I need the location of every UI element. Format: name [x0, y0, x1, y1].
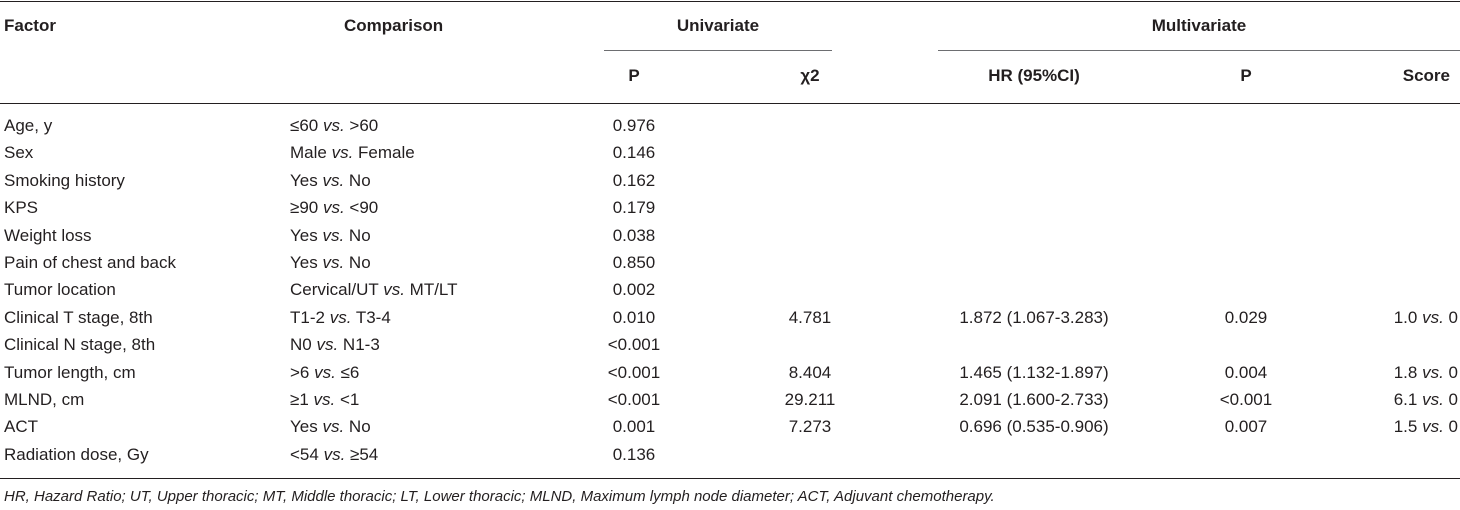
factor-cell: Radiation dose, Gy	[4, 444, 149, 464]
univariate-p-cell: 0.010	[612, 307, 656, 327]
comparison-cell: >6 vs. ≤6	[290, 362, 360, 382]
univariate-p-cell: <0.001	[607, 335, 661, 355]
table-footnote: HR, Hazard Ratio; UT, Upper thoracic; MT…	[4, 488, 995, 505]
header-score: Score	[1402, 66, 1450, 85]
univariate-p-cell: 0.136	[612, 444, 656, 464]
factor-cell: Smoking history	[4, 170, 125, 190]
comparison-cell: T1-2 vs. T3-4	[290, 307, 391, 327]
header-chi2: χ2	[800, 66, 820, 85]
header-bottom-rule	[0, 103, 1460, 104]
header-factor: Factor	[4, 16, 56, 35]
table-bottom-rule	[0, 478, 1460, 479]
hr-cell: 1.872 (1.067-3.283)	[959, 307, 1109, 327]
multivariate-p-cell: 0.007	[1224, 417, 1268, 437]
factor-cell: MLND, cm	[4, 390, 85, 409]
factor-cell: Weight loss	[4, 225, 92, 245]
univariate-p-cell: 0.038	[612, 225, 656, 245]
comparison-cell: ≥90 vs. <90	[290, 198, 379, 218]
header-univariate: Univariate	[676, 16, 760, 35]
factor-cell: Clinical N stage, 8th	[4, 335, 156, 355]
factor-cell: Age, y	[4, 116, 53, 135]
univariate-p-cell: 0.001	[612, 417, 656, 437]
univariate-p-cell: 0.002	[612, 280, 656, 300]
comparison-cell: ≤60 vs. >60	[290, 116, 379, 135]
hr-cell: 1.465 (1.132-1.897)	[959, 362, 1109, 382]
factor-cell: Clinical T stage, 8th	[4, 307, 153, 327]
univariate-underline	[604, 50, 832, 51]
factor-cell: Tumor location	[4, 280, 116, 300]
hr-cell: 0.696 (0.535-0.906)	[959, 417, 1109, 437]
header-multivariate: Multivariate	[1151, 16, 1247, 35]
univariate-p-cell: 0.850	[612, 253, 656, 272]
comparison-cell: Cervical/UT vs. MT/LT	[290, 280, 458, 300]
comparison-cell: Yes vs. No	[290, 417, 371, 437]
score-cell: 1.5 vs. 0	[1393, 417, 1458, 437]
hr-cell: 2.091 (1.600-2.733)	[959, 390, 1109, 409]
univariate-p-cell: <0.001	[607, 390, 661, 409]
multivariate-p-cell: <0.001	[1219, 390, 1273, 409]
factor-cell: ACT	[4, 417, 38, 437]
comparison-cell: N0 vs. N1-3	[290, 335, 380, 355]
score-cell: 1.0 vs. 0	[1393, 307, 1458, 327]
comparison-cell: ≥1 vs. <1	[290, 390, 360, 409]
header-hr: HR (95%CI)	[988, 66, 1080, 85]
comparison-cell: Yes vs. No	[290, 225, 371, 245]
factor-cell: Tumor length, cm	[4, 362, 136, 382]
chi2-cell: 29.211	[784, 390, 836, 409]
table-top-rule	[0, 1, 1460, 2]
multivariate-p-cell: 0.004	[1224, 362, 1268, 382]
header-multi-p: P	[1240, 66, 1252, 85]
score-cell: 6.1 vs. 0	[1393, 390, 1458, 409]
header-comparison: Comparison	[344, 16, 444, 35]
chi2-cell: 7.273	[788, 417, 832, 437]
comparison-cell: Yes vs. No	[290, 253, 371, 272]
univariate-p-cell: <0.001	[607, 362, 661, 382]
univariate-p-cell: 0.976	[612, 116, 656, 135]
factor-cell: KPS	[4, 198, 39, 218]
score-cell: 1.8 vs. 0	[1393, 362, 1458, 382]
comparison-cell: Yes vs. No	[290, 170, 371, 190]
factor-cell: Pain of chest and back	[4, 253, 177, 272]
chi2-cell: 8.404	[788, 362, 832, 382]
univariate-p-cell: 0.162	[612, 170, 656, 190]
chi2-cell: 4.781	[788, 307, 832, 327]
multivariate-underline	[938, 50, 1460, 51]
comparison-cell: Male vs. Female	[290, 143, 415, 163]
multivariate-p-cell: 0.029	[1224, 307, 1268, 327]
factor-cell: Sex	[4, 143, 34, 163]
comparison-cell: <54 vs. ≥54	[290, 444, 379, 464]
univariate-p-cell: 0.179	[612, 198, 656, 218]
univariate-p-cell: 0.146	[612, 143, 656, 163]
header-uni-p: P	[628, 66, 640, 85]
